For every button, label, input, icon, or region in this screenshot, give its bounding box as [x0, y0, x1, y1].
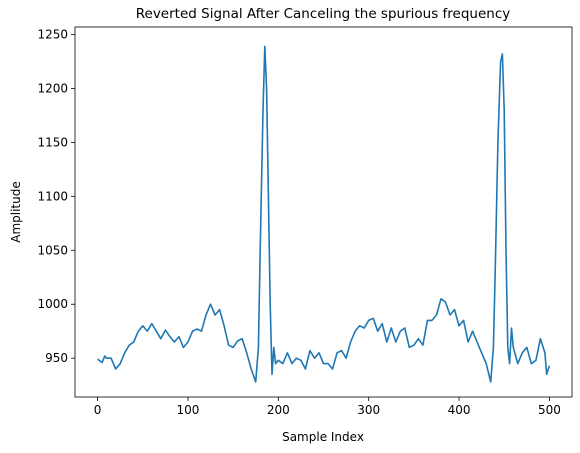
- y-tick-label: 1250: [37, 28, 68, 42]
- x-tick-label: 400: [448, 403, 471, 417]
- x-tick-label: 300: [357, 403, 380, 417]
- chart-title: Reverted Signal After Canceling the spur…: [136, 6, 511, 22]
- y-tick-label: 1000: [37, 297, 68, 311]
- y-tick-label: 1100: [37, 189, 68, 203]
- x-tick-label: 100: [177, 403, 200, 417]
- y-axis-label: Amplitude: [9, 181, 23, 243]
- x-tick-label: 200: [267, 403, 290, 417]
- y-tick-label: 1150: [37, 135, 68, 149]
- x-tick-label: 500: [538, 403, 561, 417]
- y-tick-label: 1200: [37, 81, 68, 95]
- y-tick-label: 1050: [37, 243, 68, 257]
- x-tick-label: 0: [94, 403, 102, 417]
- axes-frame: [74, 26, 573, 398]
- signal-line: [97, 45, 551, 383]
- y-tick-label: 950: [45, 351, 68, 365]
- x-axis-label: Sample Index: [282, 430, 364, 444]
